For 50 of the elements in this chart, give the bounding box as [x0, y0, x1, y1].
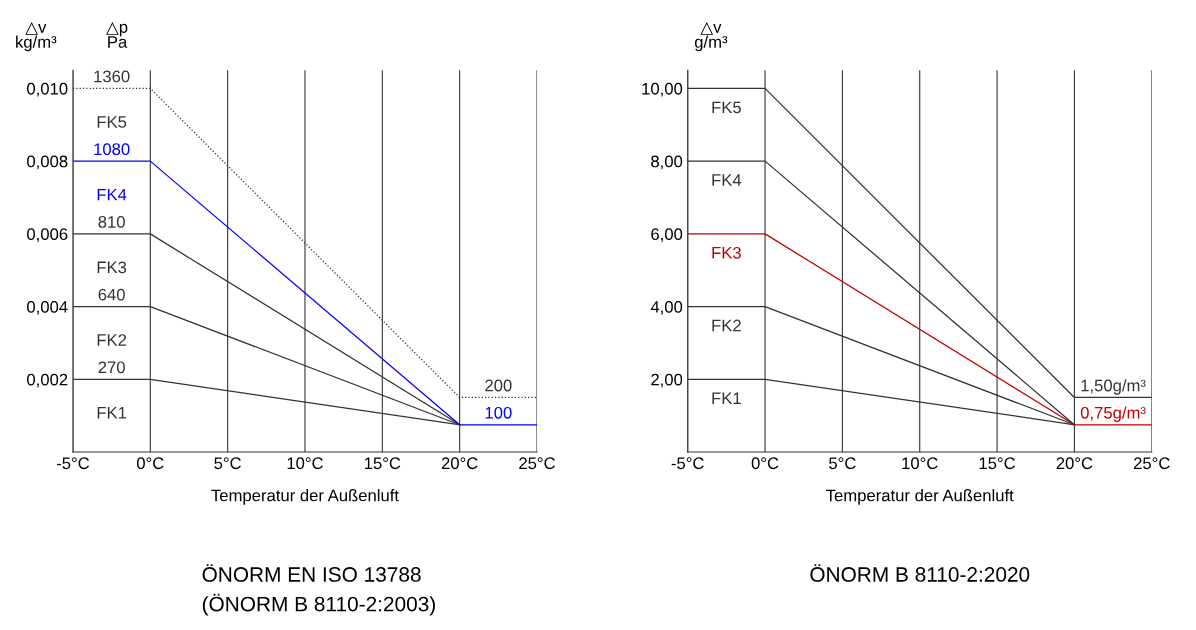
x-tick-label: 10°C — [902, 457, 938, 470]
x-tick-label: 25°C — [519, 457, 555, 470]
text: △p Pa — [106, 22, 128, 48]
text: ÖNORM B 8110-2:2020 — [810, 564, 1030, 582]
y-tick-label: 0,010 — [27, 82, 68, 97]
x-tick-label: 15°C — [364, 457, 401, 470]
series-label: FK1 — [97, 407, 127, 419]
series-label: FK1 — [712, 392, 741, 404]
series-label: FK3 — [712, 246, 741, 259]
y-tick-label: 0,008 — [27, 155, 68, 170]
y-tick-label: 4,00 — [650, 300, 683, 315]
x-tick-label: 15°C — [979, 457, 1016, 470]
annotation: 1080 — [94, 143, 130, 156]
x-tick-label: 25°C — [1133, 457, 1170, 470]
annotation: 0,75g/m³ — [1080, 406, 1146, 422]
series-label: FK3 — [97, 261, 127, 274]
series-label: FK4 — [712, 174, 742, 186]
x-tick-label: 20°C — [1056, 457, 1093, 470]
y-axis-title: △v kg/m³ — [16, 22, 57, 52]
x-tick-label: -5°C — [671, 457, 704, 470]
y-tick-label: 0,002 — [27, 373, 68, 388]
x-tick-label: -5°C — [56, 457, 90, 470]
y-tick-label: 2,00 — [651, 373, 683, 388]
series-label: FK4 — [97, 188, 127, 201]
series-label: FK5 — [712, 101, 741, 114]
x-tick-label: 5°C — [829, 457, 856, 470]
annotation: 640 — [98, 288, 125, 301]
annotation: 1360 — [94, 70, 130, 83]
x-tick-label: 0°C — [136, 457, 164, 470]
series-label: FK5 — [97, 116, 127, 128]
x-tick-label: 20°C — [441, 457, 478, 470]
y-tick-label: 0,006 — [27, 228, 68, 243]
y-tick-label: 8,00 — [651, 155, 683, 170]
annotation: 810 — [98, 215, 125, 228]
annotation: 200 — [485, 379, 512, 392]
text: ÖNORM EN ISO 13788 (ÖNORM B 8110-2:2003) — [202, 564, 435, 616]
y-tick-label: 0,004 — [27, 300, 68, 315]
x-tick-label: 5°C — [214, 457, 241, 470]
annotation: 1,50g/m³ — [1081, 379, 1146, 395]
y-tick-label: 6,00 — [651, 228, 683, 243]
series-label: FK2 — [712, 319, 741, 332]
x-axis-title: Temperatur der Außenluft — [211, 489, 399, 505]
x-tick-label: 10°C — [287, 457, 323, 470]
annotation: 270 — [98, 361, 125, 374]
y-axis-title: △v g/m³ — [694, 22, 728, 52]
y-tick-label: 10,00 — [642, 82, 683, 97]
x-axis-title: Temperatur der Außenluft — [826, 489, 1014, 505]
x-tick-label: 0°C — [751, 457, 779, 470]
series-label: FK2 — [97, 334, 127, 346]
annotation: 100 — [485, 406, 512, 419]
